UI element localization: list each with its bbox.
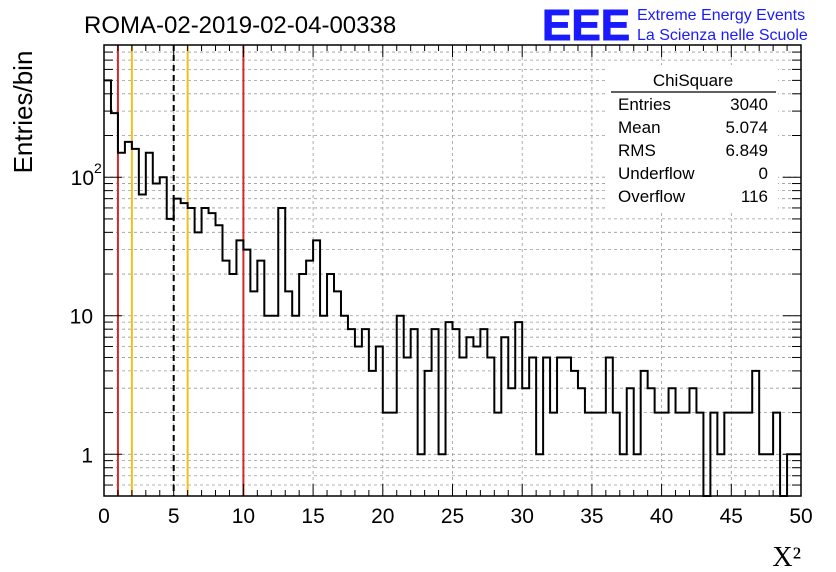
stats-value: 116 [741,187,768,206]
stats-box-bg [608,65,778,211]
y-axis-label: Entries/bin [8,51,38,174]
stats-value: 0 [759,164,768,183]
logo-line2: La Scienza nelle Scuole [637,27,808,44]
stats-rows: Entries 3040 Mean 5.074 RMS 6.849 Underflow 0 Ov… [618,95,768,206]
x-axis-label: X² [772,542,801,572]
axis-ticks [103,44,802,497]
y-tick-label: 1 [81,444,93,467]
stats-label: Mean [618,118,661,137]
stats-box: ChiSquare Entries 3040 Mean 5.074 RMS 6.849 Un… [608,65,778,211]
x-tick-label: 45 [720,505,743,528]
stats-value: 5.074 [725,118,768,137]
y-tick-label: 10 [70,306,93,329]
logo-line1: Extreme Energy Events [637,7,805,24]
x-tick-label: 25 [441,505,464,528]
logo: EEE Extreme Energy Events La Scienza nel… [542,1,808,51]
stats-value: 6.849 [725,141,768,160]
x-tick-label: 30 [511,505,534,528]
x-tick-label: 10 [232,505,255,528]
stats-label: Entries [618,95,671,114]
stats-label: RMS [618,141,656,160]
x-tick-label: 35 [580,505,603,528]
x-tick-label: 40 [650,505,673,528]
marker-lines [116,45,245,496]
x-tick-label: 0 [98,505,110,528]
grid [104,45,801,496]
x-tick-labels: 0 5 10 15 20 25 30 35 40 45 50 [98,505,813,528]
x-tick-label: 50 [789,505,812,528]
y-tick-label: 10 [71,167,94,190]
stats-label: Underflow [618,164,695,183]
y-tick-exponent: 2 [94,160,102,176]
stats-value: 3040 [730,95,768,114]
x-tick-label: 5 [168,505,180,528]
x-tick-label: 20 [371,505,394,528]
logo-mark: EEE [542,1,630,50]
histogram-series [104,79,801,497]
chart-title: ROMA-02-2019-02-04-00338 [84,12,396,39]
x-tick-label: 15 [301,505,324,528]
stats-label: Overflow [618,187,686,206]
stats-title: ChiSquare [653,71,733,90]
